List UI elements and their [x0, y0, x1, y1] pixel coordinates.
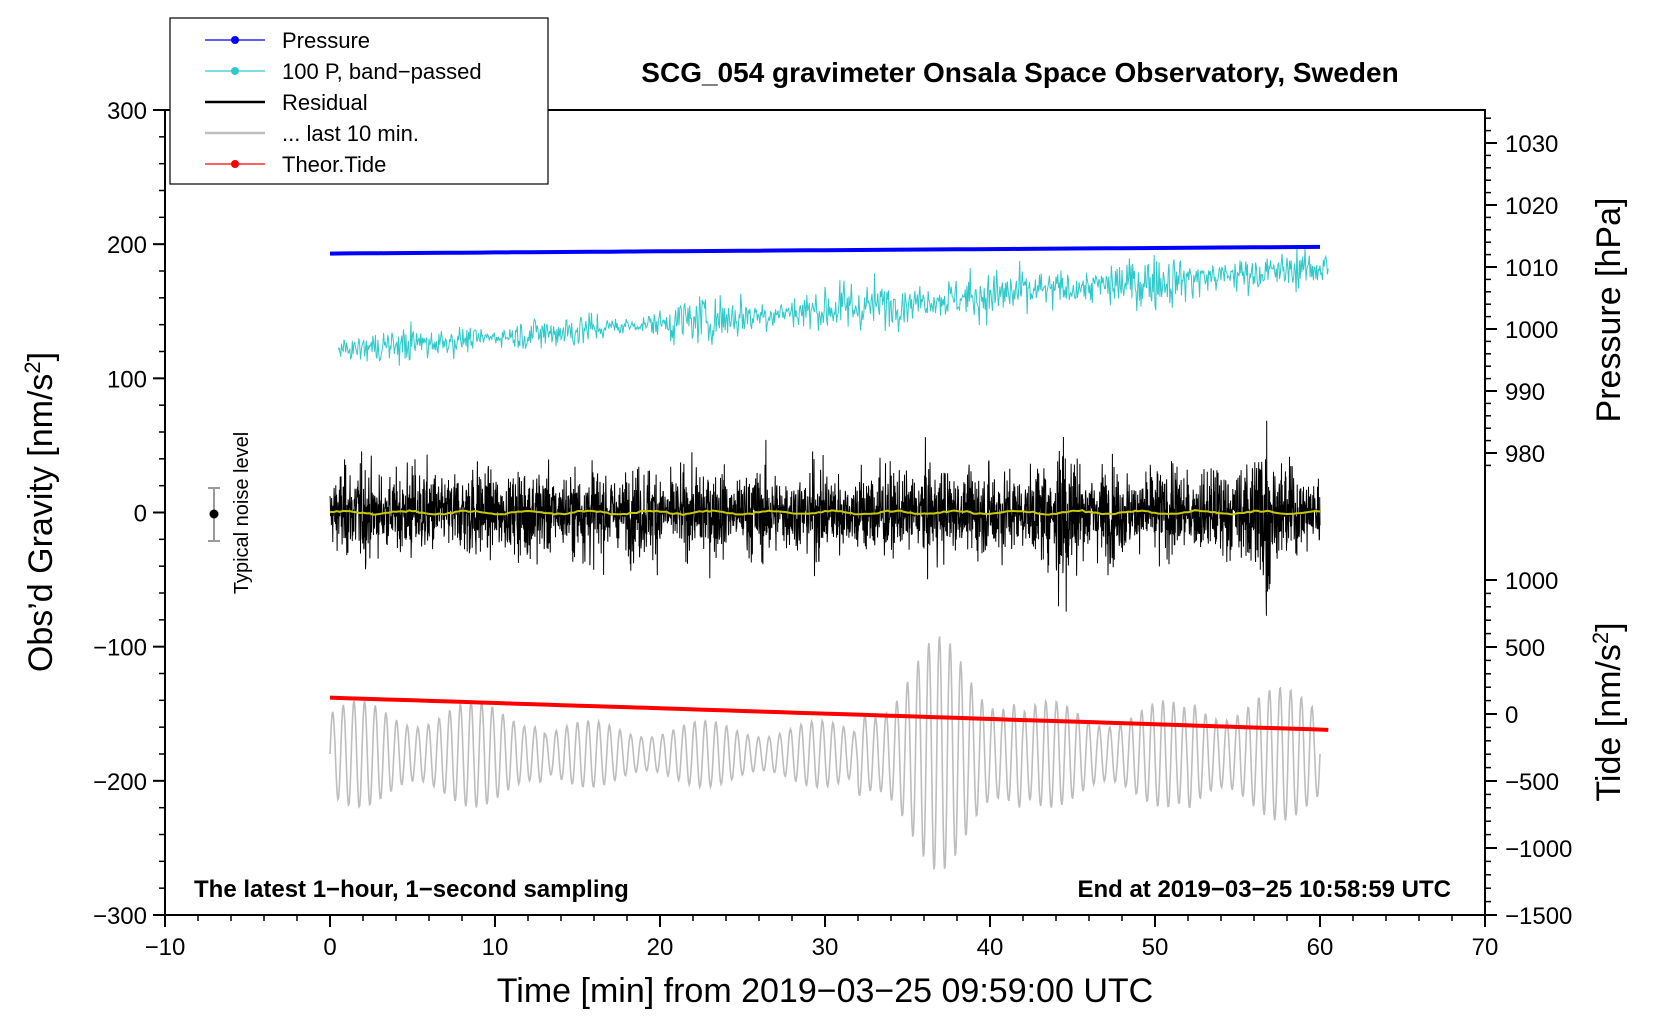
- y-tick-label: 300: [107, 98, 147, 125]
- y-axis-title-tide-main: Tide [nm/s: [1590, 644, 1628, 801]
- bottom-left-note: The latest 1−hour, 1−second sampling: [194, 876, 629, 903]
- y-axis-title-tide: Tide [nm/s2]: [1588, 622, 1628, 801]
- chart-title: SCG_054 gravimeter Onsala Space Observat…: [641, 57, 1398, 88]
- legend-label: Residual: [282, 90, 368, 115]
- legend-label: Theor.Tide: [282, 152, 386, 177]
- bottom-right-note: End at 2019−03−25 10:58:59 UTC: [1077, 876, 1451, 903]
- y-axis-title-left-end: ]: [22, 352, 60, 361]
- tide-tick-label: 500: [1505, 635, 1545, 662]
- series-residual: [329, 420, 1321, 616]
- pressure-tick-label: 1000: [1505, 317, 1558, 344]
- series-last-10-min: [329, 636, 1321, 870]
- y-tick-label: 200: [107, 232, 147, 259]
- y-tick-label: −300: [93, 903, 147, 930]
- tide-tick-label: −500: [1505, 769, 1559, 796]
- noise-level-indicator: Typical noise level: [208, 432, 253, 594]
- x-tick-label: 10: [482, 934, 509, 961]
- tide-tick-label: −1500: [1505, 903, 1572, 930]
- x-tick-label: 20: [647, 934, 674, 961]
- series-theoretical-tide: [329, 695, 1329, 732]
- legend-label: 100 P, band−passed: [282, 59, 482, 84]
- pressure-tick-label: 990: [1505, 379, 1545, 406]
- series-residual-smoothed: [329, 509, 1321, 517]
- x-tick-label: 40: [977, 934, 1004, 961]
- legend: Pressure 100 P, band−passed Residual ... la…: [169, 17, 549, 185]
- pressure-tick-label: 1020: [1505, 193, 1558, 220]
- legend-label: Pressure: [282, 28, 370, 53]
- tide-tick-label: −1000: [1505, 836, 1572, 863]
- series-pressure-band-passed: [337, 246, 1329, 366]
- x-tick-label: 50: [1142, 934, 1169, 961]
- x-axis-title: Time [min] from 2019−03−25 09:59:00 UTC: [497, 972, 1153, 1010]
- x-tick-label: 70: [1472, 934, 1499, 961]
- ticks-layer: −10 0 10 20 30 40 50 60 703002001000−100−200−300…: [93, 98, 1572, 961]
- pressure-tick-label: 1010: [1505, 255, 1558, 282]
- legend-marker: [231, 67, 239, 75]
- noise-center-dot: [209, 509, 219, 519]
- series-pressure: [329, 244, 1321, 256]
- y-axis-title-left: Obs’d Gravity [nm/s2]: [20, 352, 60, 672]
- pressure-tick-label: 980: [1505, 441, 1545, 468]
- y-tick-label: −100: [93, 635, 147, 662]
- pressure-tick-label: 1030: [1505, 131, 1558, 158]
- x-tick-label: −10: [145, 934, 186, 961]
- series-layer: [329, 244, 1329, 870]
- tide-tick-label: 0: [1505, 702, 1518, 729]
- y-tick-label: 100: [107, 366, 147, 393]
- y-axis-title-tide-end: ]: [1590, 622, 1628, 631]
- legend-items: Pressure 100 P, band−passed Residual ... la…: [205, 28, 482, 177]
- x-tick-label: 0: [323, 934, 336, 961]
- legend-marker: [231, 36, 239, 44]
- noise-level-label: Typical noise level: [231, 432, 253, 594]
- y-tick-label: 0: [134, 501, 147, 528]
- x-tick-label: 30: [812, 934, 839, 961]
- y-axis-title-tide-sup: 2: [1588, 632, 1613, 644]
- y-tick-label: −200: [93, 769, 147, 796]
- legend-label: ... last 10 min.: [282, 121, 419, 146]
- y-axis-title-pressure: Pressure [hPa]: [1590, 198, 1628, 423]
- y-axis-title-left-main: Obs’d Gravity [nm/s: [22, 374, 60, 673]
- tide-tick-label: 1000: [1505, 568, 1558, 595]
- y-axis-title-left-sup: 2: [20, 361, 45, 373]
- legend-marker: [231, 160, 239, 168]
- x-tick-label: 60: [1307, 934, 1334, 961]
